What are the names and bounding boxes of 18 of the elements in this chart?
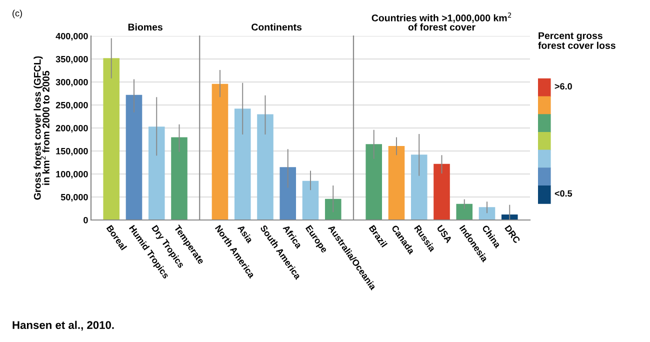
chart-title: Countries with >1,000,000 km$^{2}$ of forest cover xyxy=(372,12,512,31)
y-tick-label: 250,000 xyxy=(56,102,88,110)
category-label: >6.0 xyxy=(554,83,572,90)
text: (c) xyxy=(12,10,22,18)
text: Hansen et al., 2010. xyxy=(12,320,114,331)
y-tick-label: 50,000 xyxy=(60,194,88,202)
y-tick-label: 200,000 xyxy=(56,124,88,133)
text: Percent gross forest cover loss xyxy=(538,32,616,49)
chart-title: Continents xyxy=(252,23,302,31)
y-tick-label: 0 xyxy=(84,216,88,224)
y-tick-label: 150,000 xyxy=(56,148,88,156)
category-label: <0.5 xyxy=(554,190,572,197)
chart-title: Biomes xyxy=(128,23,162,31)
y-tick-label: 400,000 xyxy=(56,32,88,41)
y-tick-label: 300,000 xyxy=(56,78,88,87)
y-tick-label: 100,000 xyxy=(56,170,88,179)
y-tick-label: 350,000 xyxy=(56,56,88,64)
y-axis-title: Gross forest cover loss (GFCL) in km$^{2}$ from 2000 to 2005 xyxy=(34,56,50,200)
